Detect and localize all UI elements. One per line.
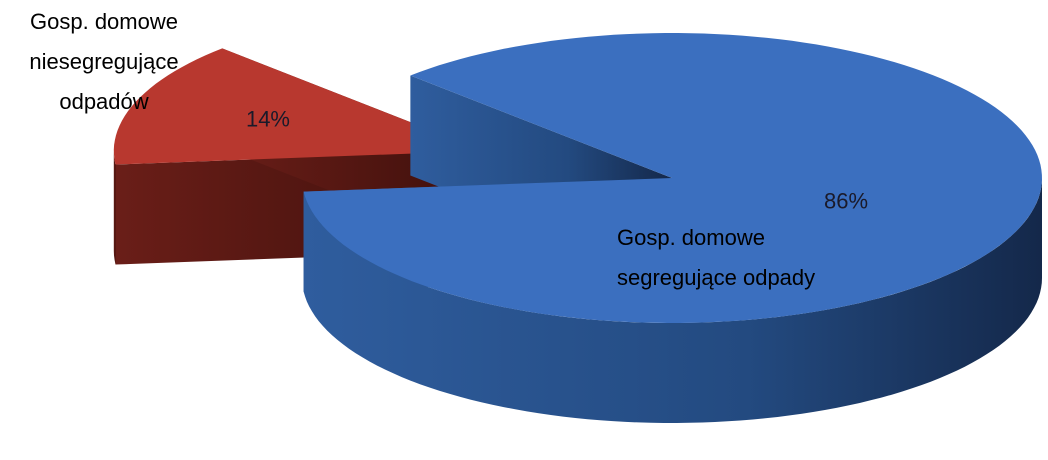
slice xyxy=(113,48,484,165)
category-label: Gosp. domowe segregujące odpady xyxy=(617,225,816,290)
slice-side xyxy=(303,178,1043,423)
value-label: 86% xyxy=(824,188,868,213)
value-label: 14% xyxy=(246,106,290,131)
category-label: Gosp. domowe niesegregujące odpadów xyxy=(29,9,179,114)
slice-side xyxy=(113,150,116,265)
slice xyxy=(303,33,1043,323)
